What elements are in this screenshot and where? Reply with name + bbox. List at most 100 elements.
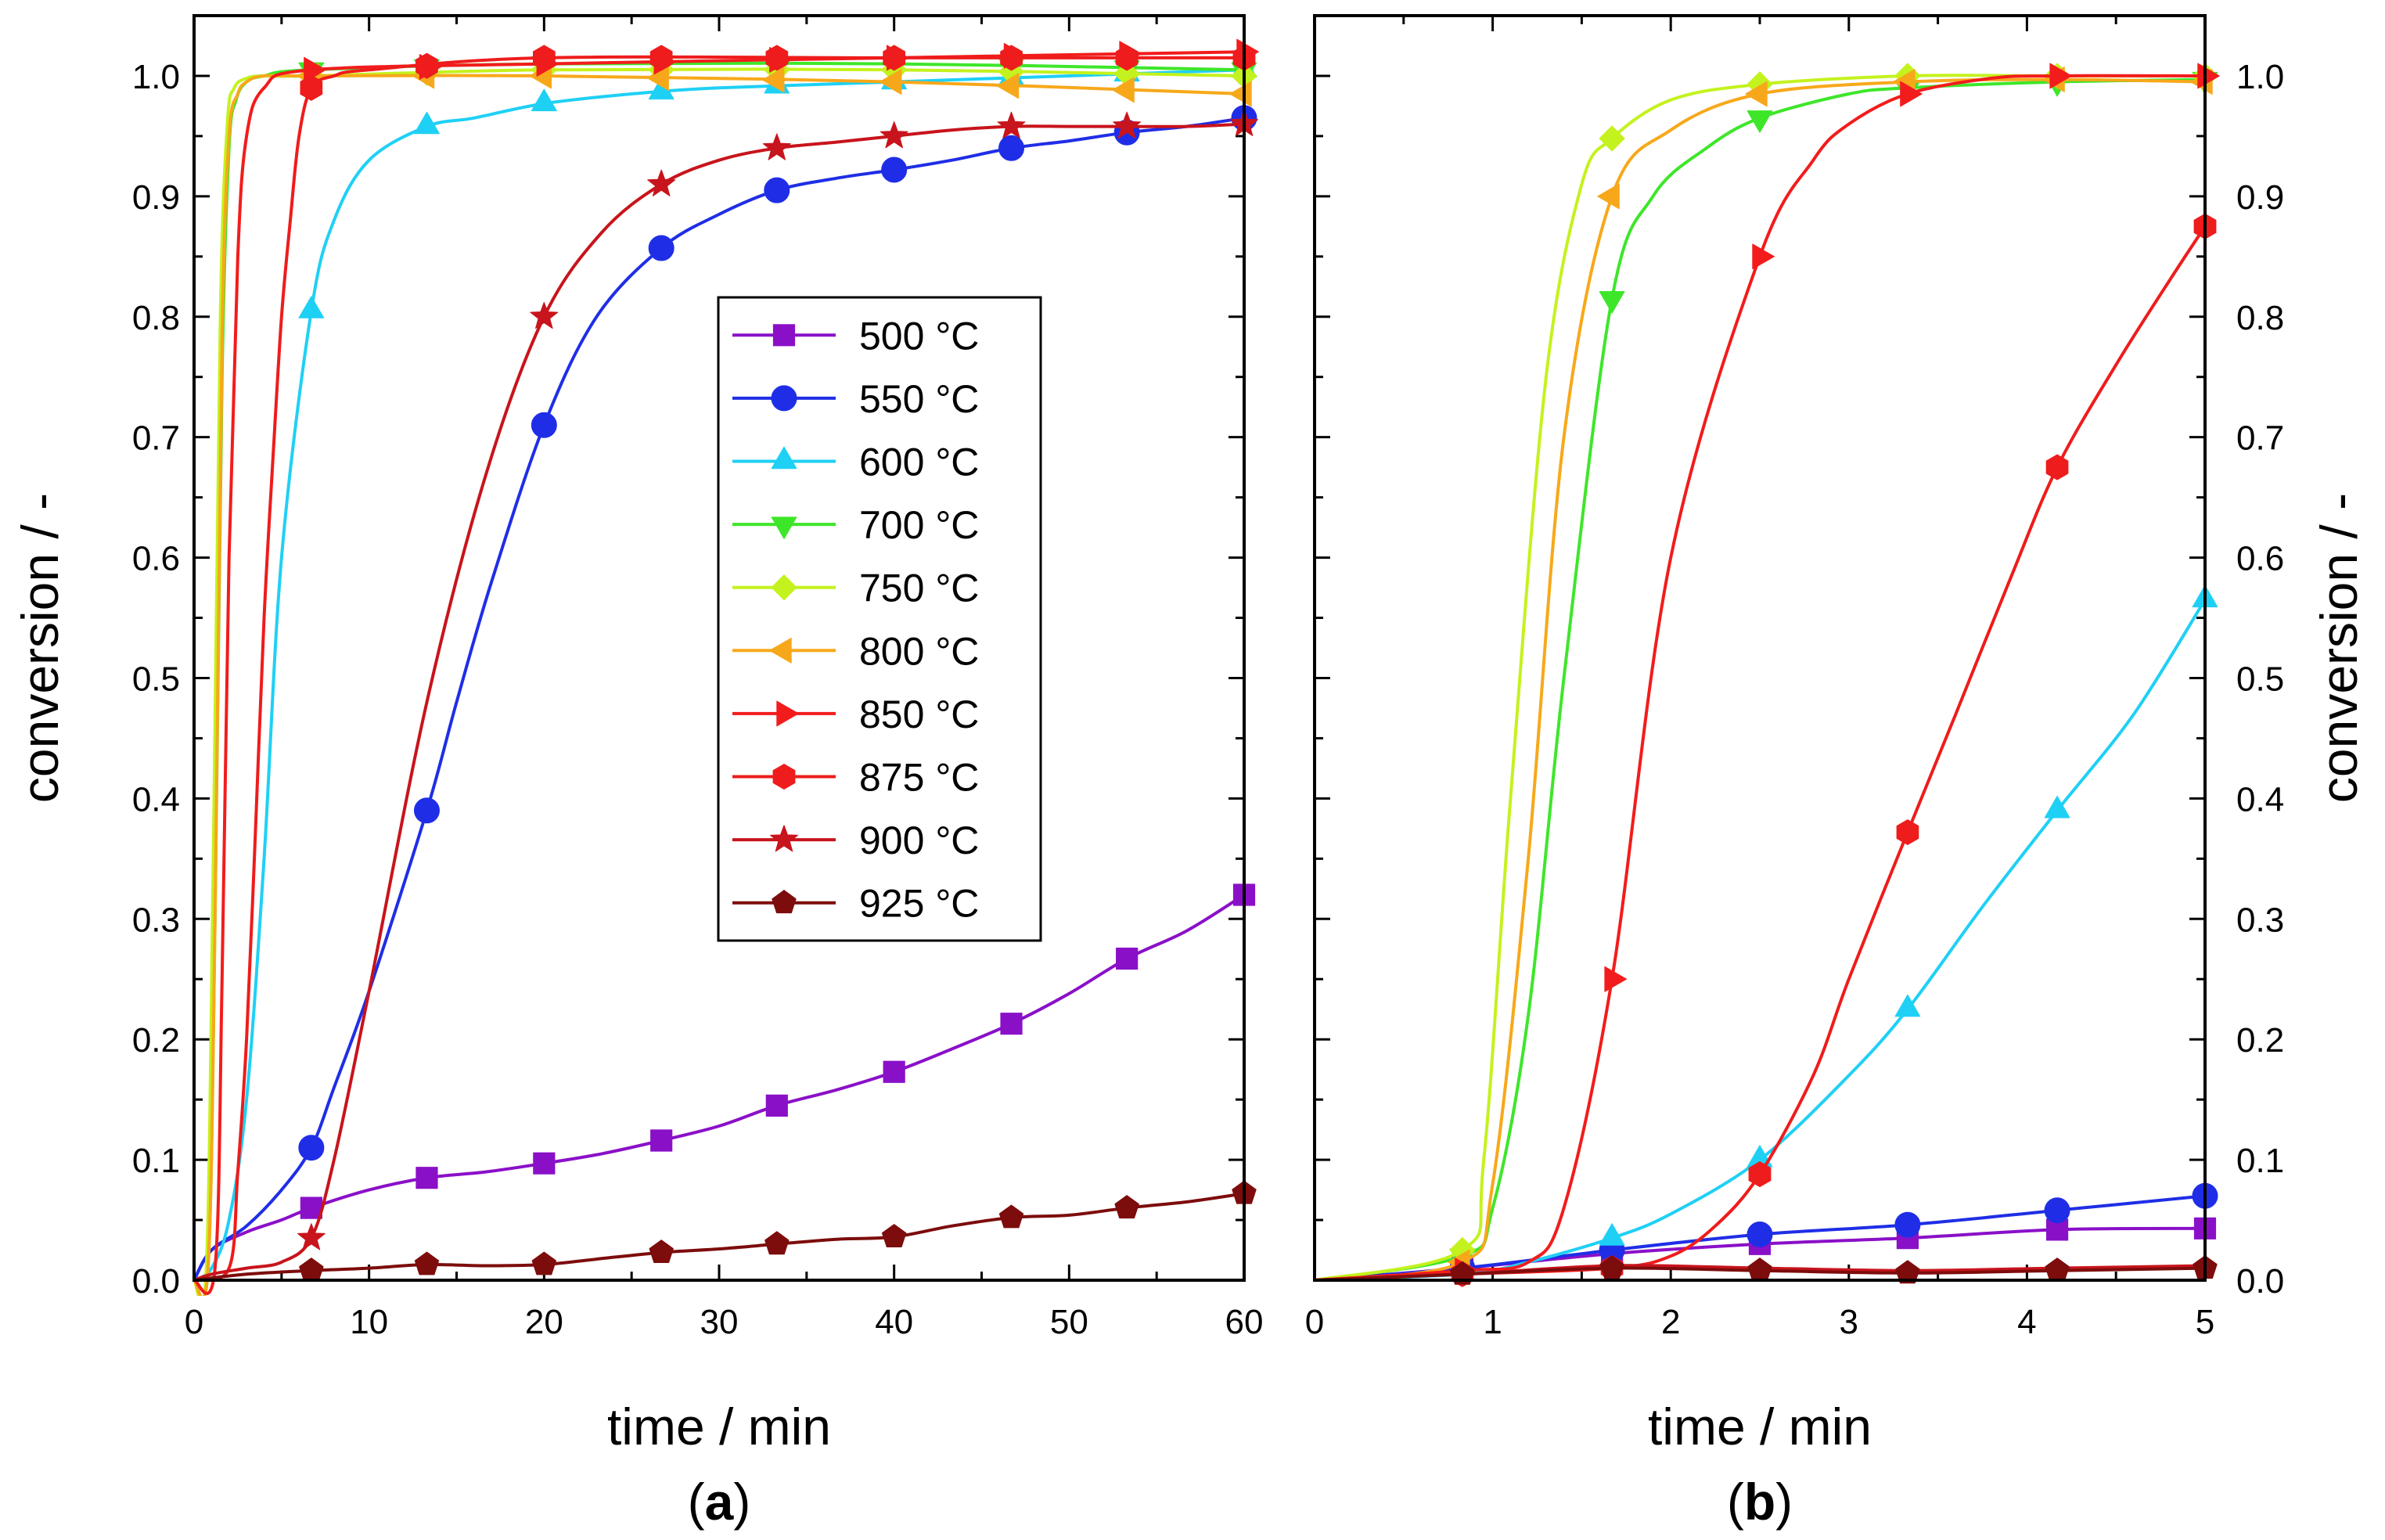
data-point bbox=[1000, 1013, 1023, 1035]
data-point bbox=[415, 1167, 438, 1189]
data-point bbox=[649, 45, 673, 71]
data-point bbox=[1895, 1260, 1920, 1284]
legend-entry: 925 °C bbox=[732, 882, 979, 926]
legend-swatch-marker bbox=[776, 700, 799, 727]
data-point bbox=[881, 1224, 907, 1247]
data-point bbox=[996, 73, 1020, 99]
y-tick-label: 0.4 bbox=[132, 780, 180, 819]
y-tick-label: 0.7 bbox=[2236, 419, 2284, 458]
x-tick-label: 1 bbox=[1483, 1303, 1502, 1341]
data-point bbox=[1599, 1255, 1624, 1279]
data-point bbox=[1752, 243, 1775, 270]
data-point bbox=[2045, 1258, 2070, 1282]
series-850C bbox=[1314, 63, 2220, 1284]
data-point bbox=[1114, 1195, 1139, 1219]
data-point bbox=[762, 133, 791, 160]
data-point bbox=[2197, 63, 2220, 89]
legend-swatch-marker bbox=[771, 446, 797, 470]
data-point bbox=[413, 797, 440, 824]
legend-entry: 600 °C bbox=[732, 441, 979, 484]
data-point bbox=[1896, 819, 1919, 845]
series-600C bbox=[1314, 585, 2218, 1282]
data-point bbox=[533, 45, 556, 71]
legend-swatch-marker bbox=[771, 385, 797, 412]
legend-label: 925 °C bbox=[859, 882, 979, 926]
series-line bbox=[1314, 599, 2207, 1282]
legend-swatch-marker bbox=[771, 574, 797, 601]
panel-label-close: ) bbox=[733, 1473, 750, 1531]
y-tick-label: 0.1 bbox=[2236, 1142, 2284, 1180]
series-line bbox=[1314, 74, 2206, 1282]
y-tick-label: 0.3 bbox=[2236, 901, 2284, 939]
data-point bbox=[1229, 81, 1252, 107]
series-line bbox=[192, 74, 1245, 1296]
data-point bbox=[1894, 1211, 1921, 1238]
data-point bbox=[531, 88, 557, 112]
series-900C bbox=[193, 109, 1258, 1282]
data-point bbox=[650, 1129, 673, 1152]
legend-label: 900 °C bbox=[859, 819, 979, 862]
data-point bbox=[883, 45, 905, 71]
data-point bbox=[2044, 1197, 2070, 1224]
legend-entry: 900 °C bbox=[732, 819, 979, 862]
series-750C bbox=[1314, 63, 2218, 1282]
x-tick-label: 3 bbox=[1840, 1303, 1858, 1341]
panel-label: (b) bbox=[1727, 1473, 1793, 1531]
y-tick-label: 0.7 bbox=[132, 419, 180, 458]
legend-label: 800 °C bbox=[859, 629, 979, 673]
series-line bbox=[193, 1192, 1245, 1282]
plot-frame bbox=[1313, 14, 2207, 1282]
series-500C bbox=[192, 883, 1256, 1281]
panel-b: 0 1 2 3 4 5 0.0 0.1 0.2 0.3 0.4 0.5 0.6 0.7 0.8 0.9 1.0 t… bbox=[1305, 14, 2368, 1531]
x-tick-label: 60 bbox=[1225, 1303, 1264, 1341]
data-point bbox=[997, 111, 1026, 139]
data-point bbox=[2049, 63, 2072, 89]
data-point bbox=[1745, 81, 1768, 107]
series-line bbox=[192, 67, 1245, 1296]
data-point bbox=[533, 1152, 556, 1175]
data-point bbox=[1900, 81, 1923, 107]
series-line bbox=[192, 68, 1245, 1282]
legend-swatch-marker bbox=[769, 637, 792, 664]
data-point bbox=[2044, 795, 2070, 819]
legend-swatch-marker bbox=[772, 764, 796, 790]
legend-label: 750 °C bbox=[859, 567, 979, 610]
legend-label: 600 °C bbox=[859, 441, 979, 484]
data-point bbox=[647, 169, 676, 196]
data-point bbox=[300, 74, 323, 101]
data-point bbox=[881, 157, 908, 183]
data-point bbox=[414, 1251, 440, 1276]
y-tick-label: 1.0 bbox=[132, 58, 180, 96]
x-tick-label: 10 bbox=[350, 1303, 388, 1341]
data-point bbox=[1113, 111, 1142, 139]
data-point bbox=[531, 1251, 557, 1276]
data-point bbox=[299, 1258, 324, 1282]
data-point bbox=[530, 301, 559, 329]
y-tick-label: 0.0 bbox=[132, 1262, 180, 1301]
legend-entry: 700 °C bbox=[732, 503, 979, 547]
data-point bbox=[764, 177, 790, 203]
data-point bbox=[1450, 1261, 1475, 1285]
y-tick-label: 0.4 bbox=[2236, 780, 2284, 819]
data-point bbox=[298, 1135, 325, 1161]
series-line bbox=[192, 893, 1246, 1281]
series-line bbox=[1314, 77, 2206, 1282]
data-point bbox=[1115, 45, 1139, 71]
x-tick-label: 40 bbox=[875, 1303, 913, 1341]
y-tick-label: 0.5 bbox=[2236, 660, 2284, 698]
data-point bbox=[1746, 110, 1773, 133]
series-875C bbox=[193, 45, 1256, 1283]
data-point bbox=[879, 69, 902, 95]
data-point bbox=[765, 45, 789, 71]
legend-swatch-marker bbox=[770, 825, 798, 852]
legend-box bbox=[717, 296, 1042, 942]
x-tick-label: 4 bbox=[2017, 1303, 2036, 1341]
data-point bbox=[1747, 1258, 1772, 1282]
data-point bbox=[1599, 291, 1625, 314]
legend-entry: 750 °C bbox=[732, 567, 979, 610]
y-tick-label: 0.6 bbox=[2236, 540, 2284, 578]
y-tick-label: 0.2 bbox=[2236, 1021, 2284, 1060]
data-point bbox=[1000, 45, 1023, 71]
plot-frame bbox=[192, 14, 1246, 1282]
